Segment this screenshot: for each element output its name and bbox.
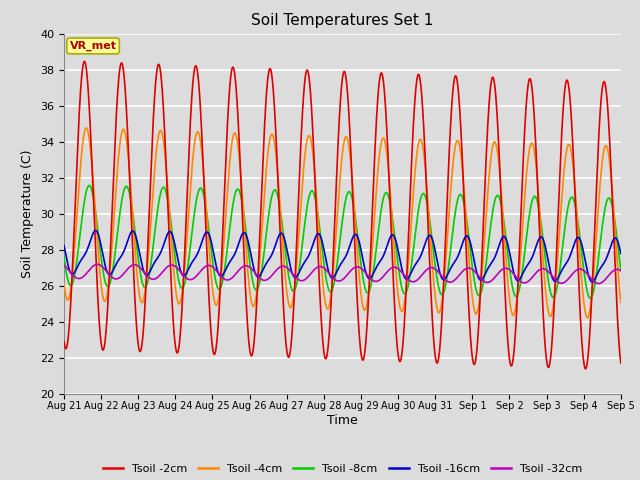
X-axis label: Time: Time [327, 414, 358, 427]
Title: Soil Temperatures Set 1: Soil Temperatures Set 1 [252, 13, 433, 28]
Legend: Tsoil -2cm, Tsoil -4cm, Tsoil -8cm, Tsoil -16cm, Tsoil -32cm: Tsoil -2cm, Tsoil -4cm, Tsoil -8cm, Tsoi… [99, 459, 586, 478]
Text: VR_met: VR_met [70, 41, 116, 51]
Y-axis label: Soil Temperature (C): Soil Temperature (C) [22, 149, 35, 278]
